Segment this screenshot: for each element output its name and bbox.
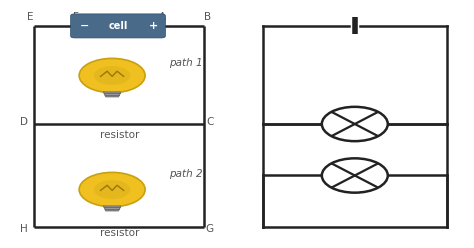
Circle shape	[94, 66, 130, 85]
Text: G: G	[206, 224, 214, 234]
Circle shape	[79, 58, 145, 93]
Text: −: −	[80, 21, 90, 31]
FancyBboxPatch shape	[71, 14, 165, 38]
Circle shape	[94, 180, 130, 199]
Text: +: +	[148, 21, 158, 31]
Polygon shape	[103, 206, 121, 211]
Text: resistor: resistor	[100, 228, 139, 238]
Text: resistor: resistor	[100, 130, 139, 140]
Text: B: B	[204, 12, 211, 22]
Circle shape	[322, 107, 388, 141]
Text: E: E	[27, 12, 34, 22]
Text: path 2: path 2	[169, 169, 202, 179]
Text: path 1: path 1	[169, 58, 202, 68]
Text: F: F	[73, 12, 79, 22]
Text: H: H	[20, 224, 28, 234]
Text: C: C	[206, 117, 213, 127]
Circle shape	[322, 158, 388, 193]
Text: D: D	[20, 117, 28, 127]
Polygon shape	[103, 92, 121, 97]
Text: cell: cell	[109, 21, 128, 31]
Circle shape	[79, 172, 145, 207]
Text: A: A	[159, 12, 166, 22]
